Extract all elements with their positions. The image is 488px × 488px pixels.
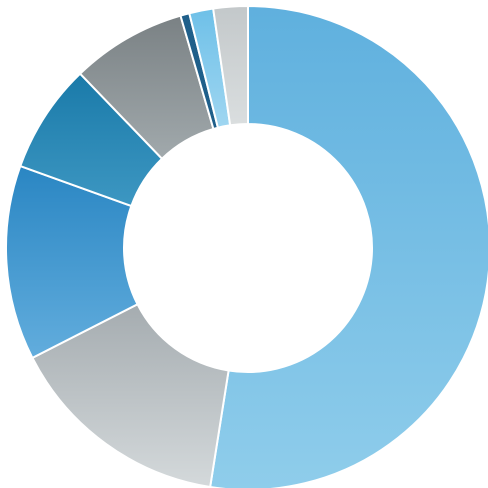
donut-slices [5, 4, 488, 488]
donut-hole [124, 124, 372, 372]
